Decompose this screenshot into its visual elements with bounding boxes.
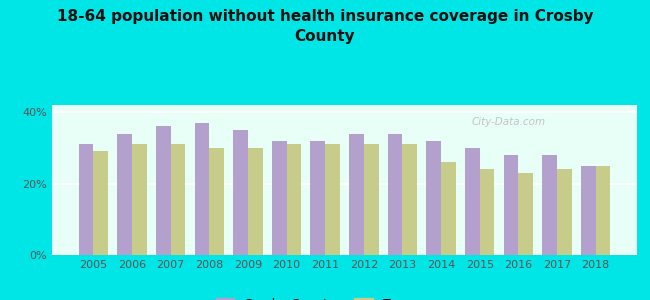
Legend: Crosby County, Texas average: Crosby County, Texas average <box>211 293 478 300</box>
Bar <box>311 141 325 255</box>
Bar <box>441 162 456 255</box>
Bar <box>209 148 224 255</box>
Bar <box>79 144 94 255</box>
Bar <box>156 126 170 255</box>
Bar <box>132 144 147 255</box>
Bar <box>480 169 495 255</box>
Bar <box>581 166 595 255</box>
Bar <box>287 144 301 255</box>
Bar <box>117 134 132 255</box>
Text: 18-64 population without health insurance coverage in Crosby
County: 18-64 population without health insuranc… <box>57 9 593 44</box>
Bar <box>402 144 417 255</box>
Bar <box>349 134 364 255</box>
Bar <box>557 169 572 255</box>
Bar <box>519 173 533 255</box>
Bar <box>248 148 263 255</box>
Bar <box>194 123 209 255</box>
Bar <box>542 155 557 255</box>
Text: City-Data.com: City-Data.com <box>471 117 545 127</box>
Bar <box>504 155 519 255</box>
Bar <box>465 148 480 255</box>
Bar <box>426 141 441 255</box>
Bar <box>94 152 108 255</box>
Bar <box>388 134 402 255</box>
Bar <box>364 144 378 255</box>
Bar <box>170 144 185 255</box>
Bar <box>272 141 287 255</box>
Bar <box>233 130 248 255</box>
Bar <box>595 166 610 255</box>
Bar <box>325 144 340 255</box>
